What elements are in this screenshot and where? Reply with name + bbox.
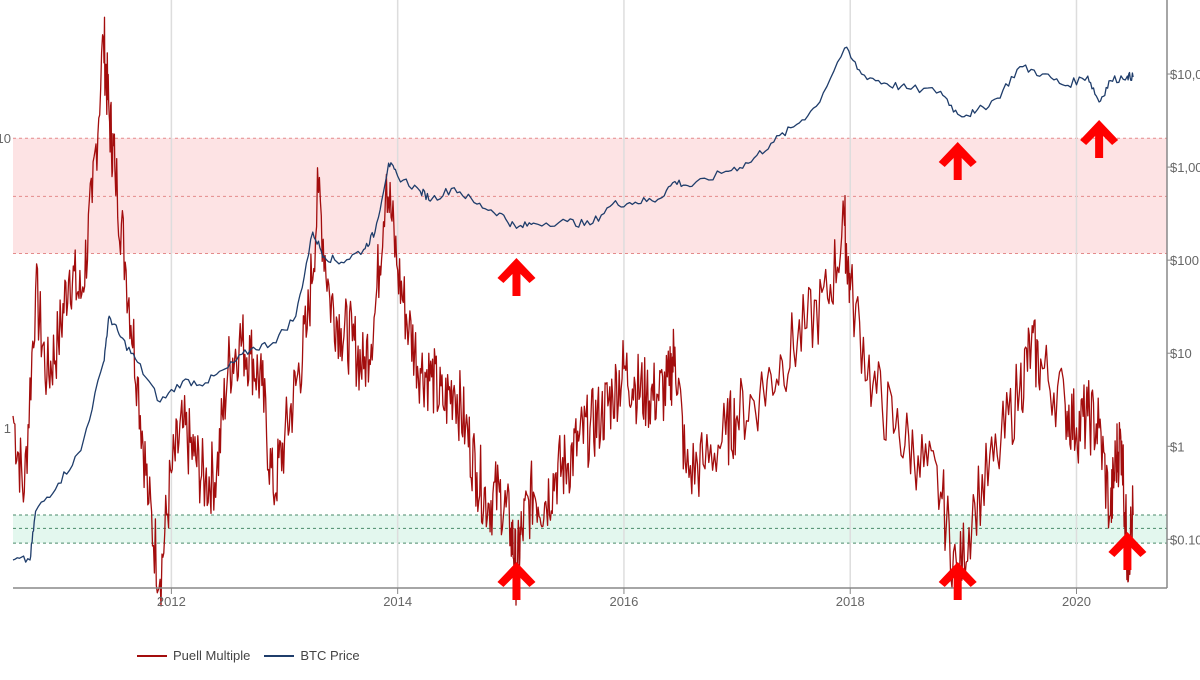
axes-layer: 2012 2014 2016 2018 2020 10 1 $10,000 $1,000 $100… (0, 0, 1200, 609)
y-right-tick-100: $100 (1170, 253, 1199, 268)
legend-label-puell: Puell Multiple (173, 648, 251, 663)
legend-swatch-puell (137, 654, 167, 657)
legend-label-btc: BTC Price (300, 648, 360, 663)
x-tick-label-2012: 2012 (157, 594, 186, 609)
arrow-head-2 (938, 142, 977, 167)
x-tick-label-2014: 2014 (383, 594, 412, 609)
arrow-shaft-5 (1123, 540, 1132, 570)
y-left-tick-1: 1 (4, 421, 11, 436)
up-arrow-3 (938, 562, 977, 600)
arrow-head-1 (497, 562, 536, 587)
annotations-layer (497, 120, 1147, 600)
arrow-shaft-2 (953, 150, 962, 180)
legend-item-btc[interactable]: BTC Price (264, 648, 360, 663)
arrow-shaft-4 (1095, 128, 1104, 158)
up-arrow-5 (1108, 532, 1147, 570)
arrow-shaft-3 (953, 570, 962, 600)
y-right-tick-1000: $1,000 (1170, 160, 1200, 175)
y-right-tick-10000: $10,000 (1170, 67, 1200, 82)
legend-swatch-btc (264, 654, 295, 657)
legend-item-puell[interactable]: Puell Multiple (137, 648, 250, 663)
y-right-tick-0.1: $0.10 (1170, 532, 1200, 547)
series-layer (12, 16, 1134, 607)
green-band (13, 515, 1167, 544)
up-arrow-1 (497, 562, 536, 600)
x-tick-label-2016: 2016 (609, 594, 638, 609)
bands-layer (13, 137, 1167, 544)
up-arrow-2 (938, 142, 977, 180)
up-arrow-0 (497, 258, 536, 296)
grid-layer (170, 0, 1078, 588)
y-left-tick-10: 10 (0, 131, 11, 146)
y-right-tick-10: $10 (1170, 346, 1192, 361)
y-right-tick-1: $1 (1170, 439, 1184, 454)
arrow-head-3 (938, 562, 977, 587)
arrow-shaft-1 (512, 570, 521, 600)
arrow-shaft-0 (512, 266, 521, 296)
up-arrow-4 (1080, 120, 1119, 158)
arrow-head-4 (1080, 120, 1119, 145)
puell-multiple-line (12, 16, 1134, 607)
btc-price-line (12, 46, 1134, 563)
arrow-head-0 (497, 258, 536, 283)
x-tick-label-2018: 2018 (836, 594, 865, 609)
legend: Puell Multiple BTC Price (137, 648, 360, 663)
x-tick-label-2020: 2020 (1062, 594, 1091, 609)
arrow-head-5 (1108, 532, 1147, 557)
